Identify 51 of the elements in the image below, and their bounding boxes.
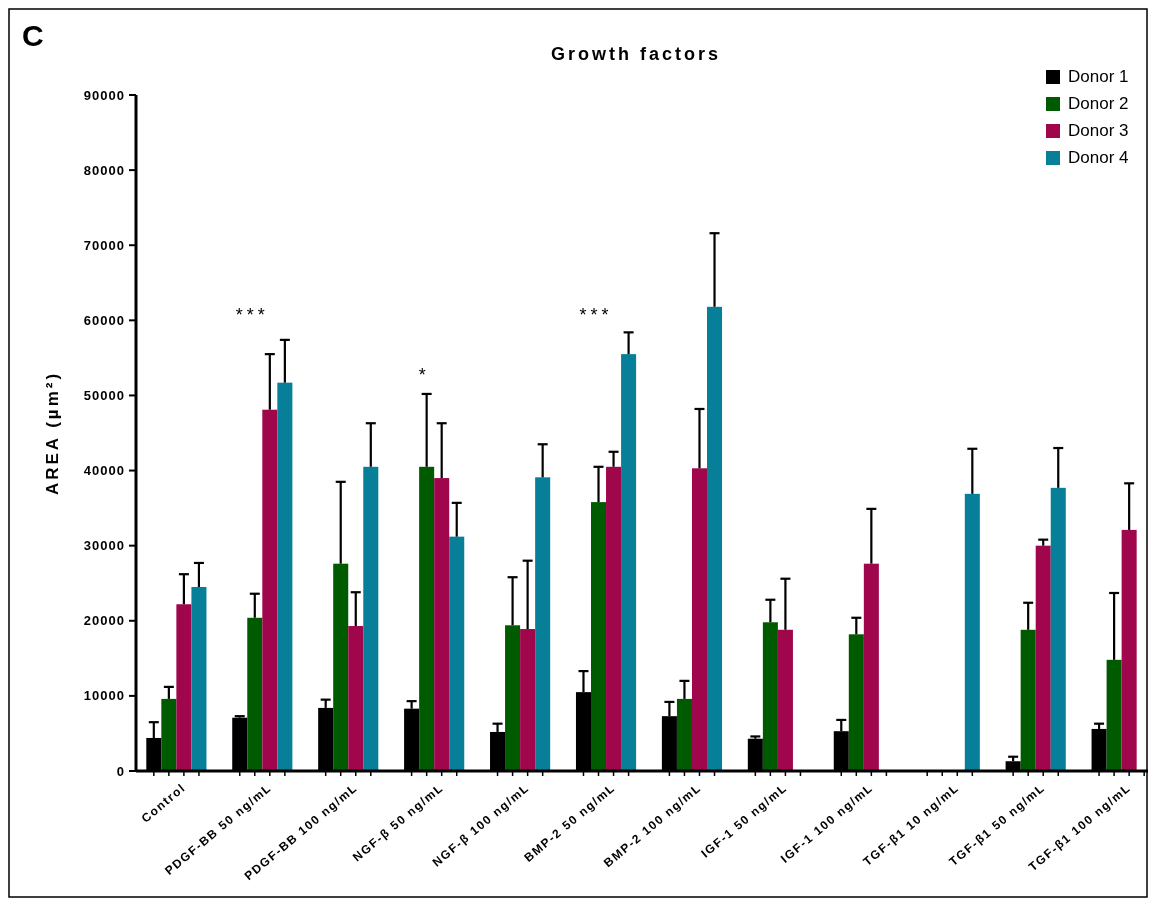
y-tick-label: 20000 xyxy=(83,613,125,629)
bar xyxy=(333,563,349,771)
bar xyxy=(762,622,778,771)
bar xyxy=(964,493,980,771)
legend-label: Donor 4 xyxy=(1068,148,1129,167)
annotation: * xyxy=(418,365,430,385)
annotation: *** xyxy=(235,305,269,325)
bar xyxy=(191,586,207,771)
bar xyxy=(363,466,379,771)
bar xyxy=(691,468,707,771)
bar xyxy=(1020,629,1036,771)
bar xyxy=(277,382,293,771)
bar xyxy=(863,563,879,771)
bar xyxy=(520,629,536,771)
y-tick-label: 10000 xyxy=(83,688,125,704)
y-tick-label: 0 xyxy=(116,763,125,779)
bar xyxy=(848,634,864,771)
annotation: *** xyxy=(579,305,613,325)
bar xyxy=(449,536,465,771)
bar xyxy=(419,466,435,771)
y-tick-label: 60000 xyxy=(83,312,125,328)
bar xyxy=(591,502,607,771)
y-tick-label: 40000 xyxy=(83,463,125,479)
legend-label: Donor 3 xyxy=(1068,121,1129,140)
y-tick-label: 30000 xyxy=(83,538,125,554)
y-tick-label: 90000 xyxy=(83,87,125,103)
bar xyxy=(247,617,263,771)
bar xyxy=(777,629,793,771)
y-tick-label: 80000 xyxy=(83,162,125,178)
y-tick-label: 70000 xyxy=(83,237,125,253)
bar xyxy=(535,477,551,771)
bar xyxy=(262,409,278,771)
legend-label: Donor 1 xyxy=(1068,67,1129,86)
y-tick-label: 50000 xyxy=(83,387,125,403)
bar xyxy=(1106,659,1122,771)
legend-label: Donor 2 xyxy=(1068,94,1129,113)
text: C xyxy=(22,19,44,52)
bar xyxy=(1121,529,1137,771)
bar xyxy=(1050,487,1066,771)
bar xyxy=(505,625,521,771)
bar xyxy=(434,478,450,771)
bar xyxy=(676,698,692,771)
chart-title: Growth factors xyxy=(550,44,722,64)
bar xyxy=(606,466,622,771)
bar xyxy=(707,306,723,771)
bar xyxy=(1035,545,1051,771)
bar xyxy=(621,354,637,771)
bar xyxy=(348,626,364,771)
bar xyxy=(161,698,177,771)
bar xyxy=(176,604,192,771)
y-axis-title: AREA (µm²) xyxy=(43,370,62,496)
